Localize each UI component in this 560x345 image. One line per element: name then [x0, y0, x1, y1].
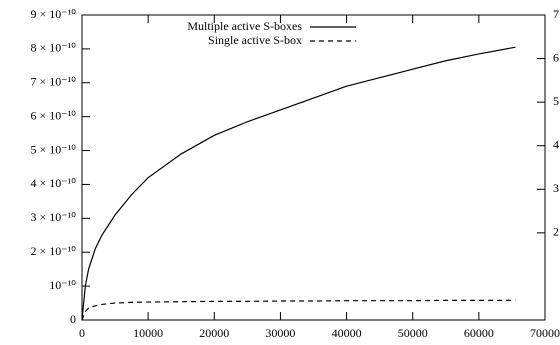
x-tick-label: 70000 — [530, 326, 560, 340]
y-tick-label: 3 × 10⁻¹⁰ — [30, 210, 76, 224]
y2-tick-label: 3 — [553, 181, 559, 195]
y2-tick-label: 2 — [553, 225, 559, 239]
y2-tick-label: 6 — [553, 50, 559, 64]
x-tick-label: 0 — [79, 326, 85, 340]
y-tick-label: 5 × 10⁻¹⁰ — [30, 142, 76, 156]
series-line — [81, 299, 516, 321]
y2-tick-label: 4 — [553, 137, 559, 151]
series-line — [81, 46, 516, 321]
y-tick-label: 9 × 10⁻¹⁰ — [30, 7, 76, 21]
y2-tick-label: 5 — [553, 94, 559, 108]
y-tick-label: 10⁻¹⁰ — [49, 278, 76, 292]
plot-frame — [81, 14, 546, 321]
y-tick-label: 8 × 10⁻¹⁰ — [30, 41, 76, 55]
legend-label: Single active S-box — [208, 33, 302, 47]
x-tick-label: 50000 — [398, 326, 428, 340]
legend-label: Multiple active S-boxes — [187, 19, 302, 33]
y-tick-label: 4 × 10⁻¹⁰ — [30, 176, 76, 190]
y-tick-label: 2 × 10⁻¹⁰ — [30, 244, 76, 258]
x-tick-label: 40000 — [332, 326, 362, 340]
y2-tick-label: 7 — [553, 7, 559, 21]
y-tick-label: 0 — [70, 312, 76, 326]
y-tick-label: 6 × 10⁻¹⁰ — [30, 108, 76, 122]
x-tick-label: 60000 — [464, 326, 494, 340]
y-tick-label: 7 × 10⁻¹⁰ — [30, 75, 76, 89]
x-tick-label: 30000 — [265, 326, 295, 340]
x-tick-label: 10000 — [133, 326, 163, 340]
x-tick-label: 20000 — [199, 326, 229, 340]
